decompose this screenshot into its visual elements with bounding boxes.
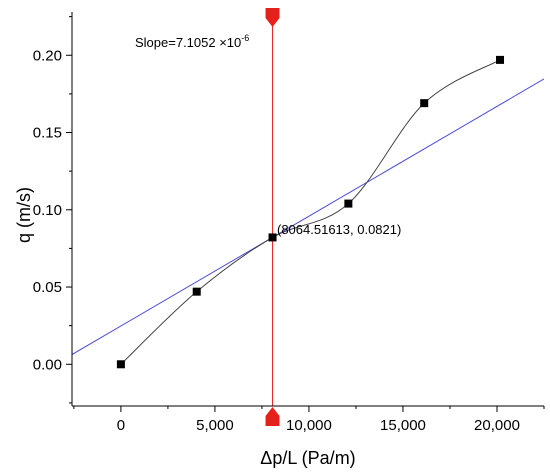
- series-curve: [120, 59, 501, 365]
- points-layer: [116, 55, 505, 369]
- slope-annotation: Slope=7.1052 ×10-6: [135, 33, 249, 50]
- data-point: [116, 360, 125, 369]
- y-axis-title: q (m/s): [14, 187, 34, 243]
- axes-layer: 0 5,000 10,000 15,000 20,000 0.00 0.05 0.10 0.15…: [33, 12, 545, 434]
- curve-layer: [120, 59, 501, 365]
- cursor-layer[interactable]: [265, 8, 280, 426]
- point-annotation: (8064.51613, 0.0821): [277, 222, 401, 237]
- tangent-line: [72, 78, 544, 355]
- slope-annotation-text: Slope=7.1052 ×10: [135, 35, 241, 50]
- y-tick-label: 0.00: [33, 356, 62, 373]
- slope-exponent: -6: [241, 33, 249, 43]
- x-tick-label: 15,000: [380, 417, 426, 434]
- x-tick-label: 5,000: [196, 417, 234, 434]
- y-tick-label: 0.10: [33, 202, 62, 219]
- tangent-layer: [72, 78, 544, 355]
- x-tick-label: 20,000: [474, 417, 520, 434]
- data-point: [420, 99, 429, 108]
- y-tick-label: 0.15: [33, 125, 62, 142]
- cursor-bottom-handle: [265, 407, 280, 426]
- x-axis-title: Δp/L (Pa/m): [260, 448, 355, 468]
- data-point: [344, 199, 353, 208]
- x-tick-label: 0: [117, 417, 125, 434]
- y-tick-label: 0.20: [33, 47, 62, 64]
- data-point: [268, 233, 277, 242]
- data-point: [192, 287, 201, 296]
- cursor-top-handle: [265, 8, 280, 27]
- y-tick-label: 0.05: [33, 279, 62, 296]
- x-tick-label: 10,000: [286, 417, 332, 434]
- data-point: [496, 55, 505, 64]
